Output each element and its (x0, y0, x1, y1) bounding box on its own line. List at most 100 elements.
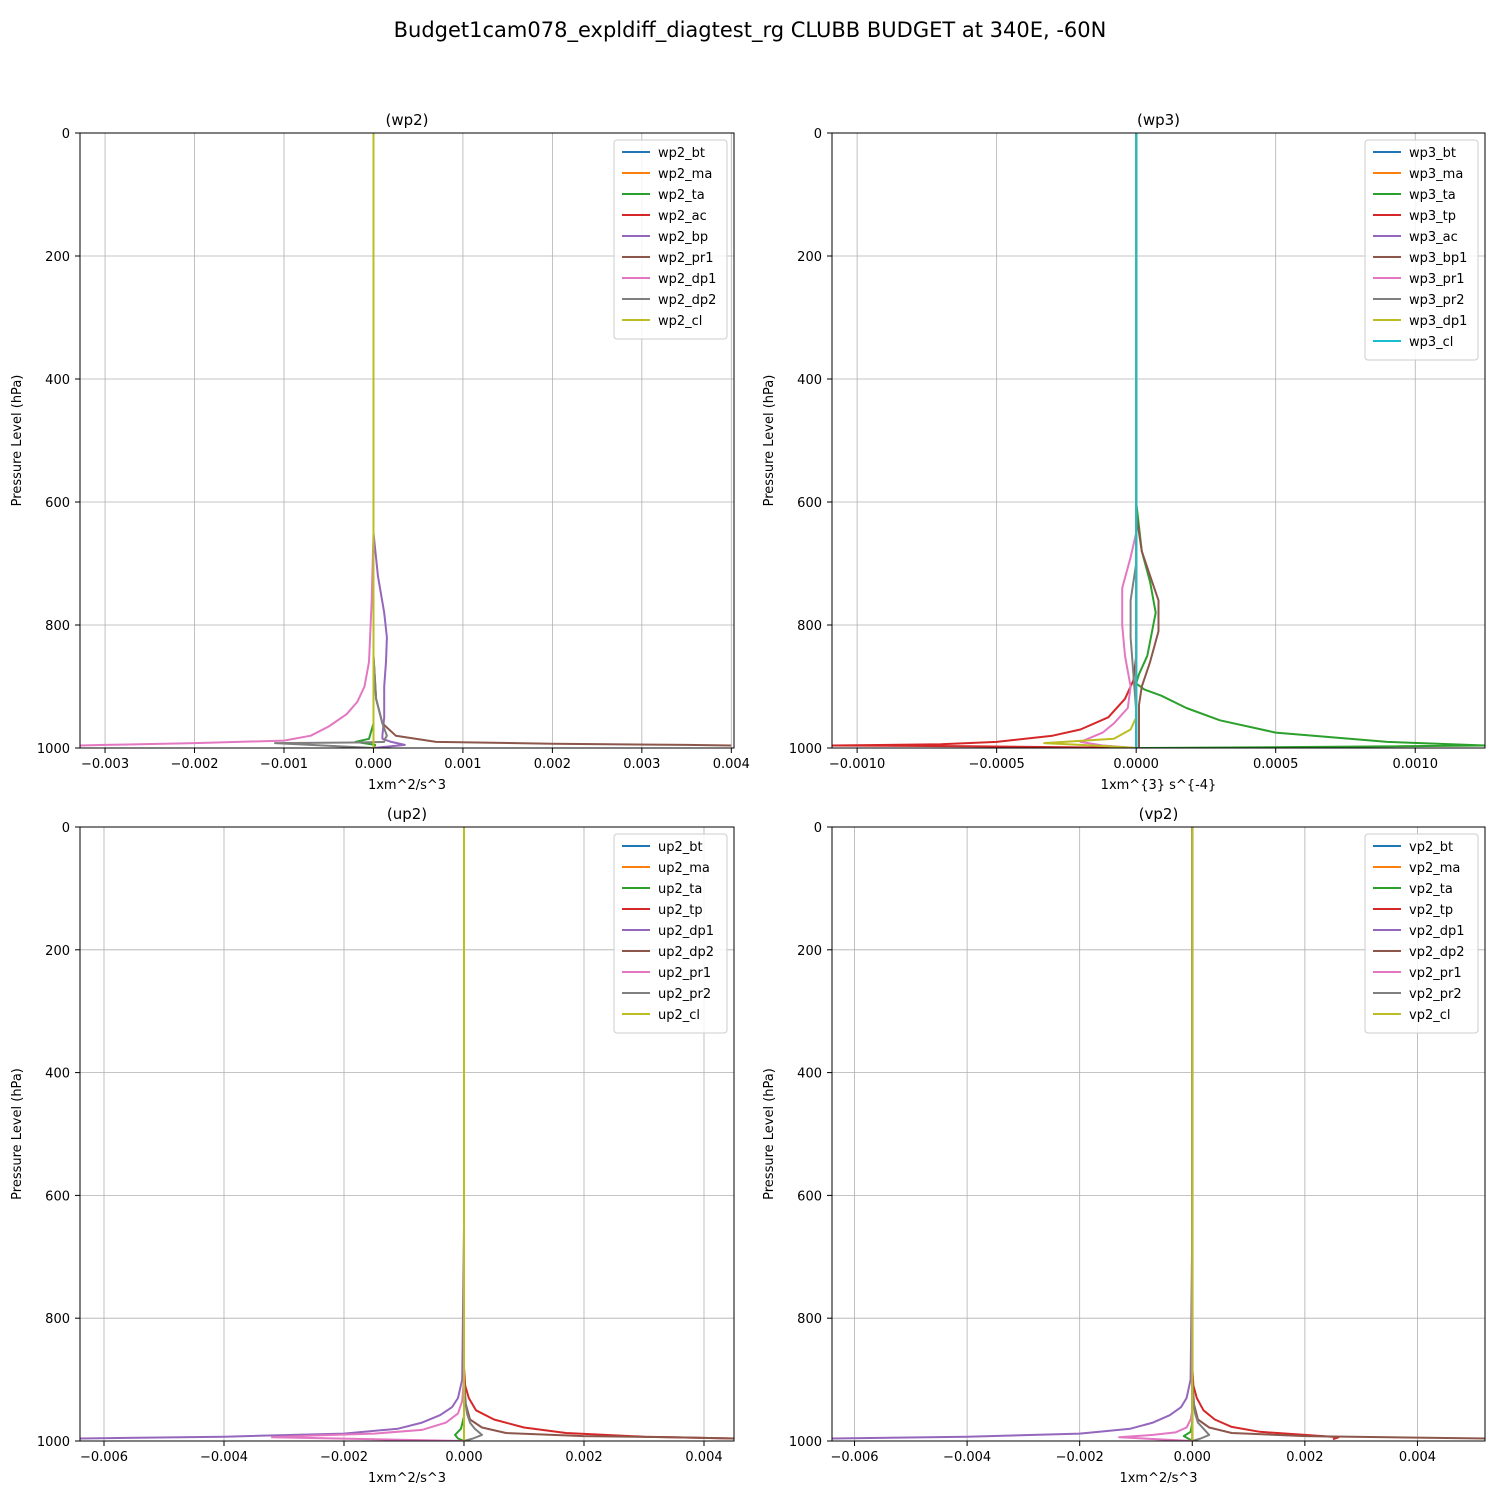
y-tick-label: 400 (45, 373, 70, 388)
legend-entry-vp2-cl: vp2_cl (1409, 1008, 1450, 1023)
y-tick-label: 200 (45, 944, 70, 959)
x-tick-label: 0.000 (445, 1450, 482, 1465)
panel-up2: −0.006 −0.004 −0.002 0.000 0.002 0.004 0 200 400… (10, 805, 735, 1486)
y-tick-label: 1000 (789, 742, 822, 757)
legend-box (613, 833, 728, 1034)
series-line-wp3-ta (1135, 133, 1485, 748)
x-tick-label: −0.004 (200, 1450, 248, 1465)
y-tick-label: 600 (45, 1189, 70, 1204)
y-tick-label: 200 (797, 944, 822, 959)
x-tick-label: 0.003 (623, 757, 660, 772)
series-line-up2-dp1 (80, 827, 465, 1440)
x-tick-label: −0.0005 (968, 757, 1024, 772)
x-tick-label: 0.000 (355, 757, 392, 772)
legend-entry-up2-dp1: up2_dp1 (658, 924, 714, 939)
legend-entry-wp2-dp1: wp2_dp1 (658, 272, 716, 287)
legend-box (613, 139, 728, 340)
legend-entry-vp2-ma: vp2_ma (1409, 861, 1460, 876)
x-axis-label: 1xm^2/s^3 (368, 778, 446, 793)
x-tick-label: 0.0005 (1253, 757, 1299, 772)
legend-entry-wp3-ma: wp3_ma (1409, 167, 1463, 182)
legend-entry-up2-tp: up2_tp (658, 903, 703, 918)
x-tick-label: −0.006 (80, 1450, 128, 1465)
x-tick-label: −0.002 (320, 1450, 368, 1465)
panel-title: (vp2) (1139, 805, 1179, 823)
legend-entry-up2-ma: up2_ma (658, 861, 710, 876)
x-tick-label: −0.001 (260, 757, 308, 772)
plot-frame (79, 132, 735, 749)
x-tick-label: −0.0010 (829, 757, 885, 772)
y-tick-label: 0 (814, 821, 822, 836)
legend-entry-wp3-pr1: wp3_pr1 (1409, 272, 1465, 287)
y-tick-label: 200 (45, 250, 70, 265)
legend-entry-wp3-ac: wp3_ac (1409, 230, 1458, 245)
y-axis-label: Pressure Level (hPa) (762, 1068, 777, 1200)
series-line-wp2-dp2 (274, 133, 388, 748)
x-tick-label: 0.002 (1286, 1450, 1323, 1465)
series-lines (832, 827, 1485, 1441)
legend-box (1364, 833, 1479, 1034)
legend-entry-wp2-bt: wp2_bt (658, 146, 705, 161)
y-tick-label: 0 (62, 127, 70, 142)
x-tick-label: −0.003 (81, 757, 129, 772)
legend-entry-wp2-ma: wp2_ma (658, 167, 712, 182)
x-tick-label: 0.004 (713, 757, 750, 772)
x-tick-label: 0.0010 (1392, 757, 1438, 772)
y-tick-label: 0 (62, 821, 70, 836)
legend-entry-up2-pr1: up2_pr1 (658, 966, 711, 981)
x-tick-label: 0.004 (685, 1450, 722, 1465)
plot-frame (831, 826, 1486, 1442)
y-axis-label: Pressure Level (hPa) (762, 375, 777, 507)
legend-entry-wp3-ta: wp3_ta (1409, 188, 1456, 203)
y-tick-label: 800 (45, 619, 70, 634)
panel-title: (up2) (387, 805, 427, 823)
legend-entry-wp2-ta: wp2_ta (658, 188, 705, 203)
figure-title: Budget1cam078_expldiff_diagtest_rg CLUBB… (394, 18, 1107, 43)
x-tick-label: 0.004 (1399, 1450, 1436, 1465)
series-lines (80, 133, 732, 748)
legend-entry-up2-cl: up2_cl (658, 1008, 700, 1023)
y-tick-label: 400 (797, 1067, 822, 1082)
y-tick-label: 0 (814, 127, 822, 142)
legend-entry-wp3-dp1: wp3_dp1 (1409, 314, 1467, 329)
x-tick-label: 0.002 (565, 1450, 602, 1465)
legend-entry-vp2-pr2: vp2_pr2 (1409, 987, 1462, 1002)
x-axis-label: 1xm^2/s^3 (368, 1471, 446, 1486)
legend-entry-vp2-tp: vp2_tp (1409, 903, 1453, 918)
series-line-wp3-pr1 (1079, 133, 1138, 748)
x-axis-label: 1xm^2/s^3 (1119, 1471, 1197, 1486)
series-line-vp2-dp1 (832, 827, 1194, 1440)
panel-vp2: −0.006 −0.004 −0.002 0.000 0.002 0.004 0 200 400… (762, 805, 1486, 1486)
legend-entry-wp2-cl: wp2_cl (658, 314, 702, 329)
series-line-wp2-dp1 (80, 133, 375, 747)
y-axis-label: Pressure Level (hPa) (10, 375, 25, 507)
legend-entry-up2-pr2: up2_pr2 (658, 987, 711, 1002)
legend-entry-wp3-cl: wp3_cl (1409, 335, 1453, 350)
legend-entry-vp2-dp2: vp2_dp2 (1409, 945, 1465, 960)
legend-entry-wp2-ac: wp2_ac (658, 209, 707, 224)
y-tick-label: 200 (797, 250, 822, 265)
y-tick-label: 400 (797, 373, 822, 388)
legend-entry-up2-ta: up2_ta (658, 882, 702, 897)
y-axis-label: Pressure Level (hPa) (10, 1068, 25, 1200)
series-line-wp3-bp1 (1135, 133, 1160, 748)
legend-entry-up2-bt: up2_bt (658, 840, 703, 855)
series-lines (832, 133, 1485, 748)
legend: wp2_bt wp2_ma wp2_ta wp2_ac wp2_bp wp2_pr1 wp2… (613, 139, 728, 340)
plot-frame (79, 826, 735, 1442)
y-tick-label: 1000 (37, 742, 70, 757)
y-tick-label: 600 (797, 496, 822, 511)
legend-entry-wp2-bp: wp2_bp (658, 230, 708, 245)
plot-frame (831, 132, 1486, 749)
legend-entry-vp2-ta: vp2_ta (1409, 882, 1453, 897)
series-line-wp2-bp (372, 133, 406, 748)
panel-title: (wp3) (1137, 111, 1180, 129)
legend-entry-up2-dp2: up2_dp2 (658, 945, 714, 960)
x-tick-label: −0.002 (1056, 1450, 1104, 1465)
legend: wp3_bt wp3_ma wp3_ta wp3_tp wp3_ac wp3_bp1 wp3… (1364, 139, 1479, 361)
legend-entry-wp3-bt: wp3_bt (1409, 146, 1456, 161)
x-tick-label: 0.0000 (1113, 757, 1159, 772)
legend-entry-wp3-pr2: wp3_pr2 (1409, 293, 1465, 308)
y-tick-label: 800 (45, 1312, 70, 1327)
